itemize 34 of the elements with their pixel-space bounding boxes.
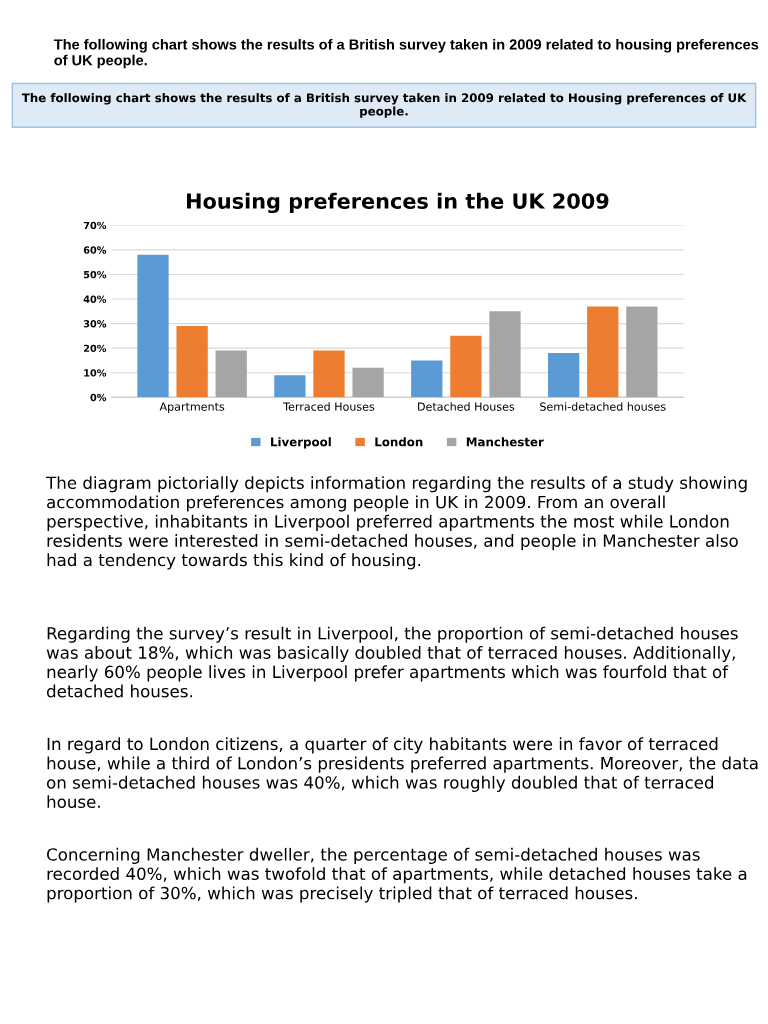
chart-title: Housing preferences in the UK 2009 xyxy=(187,192,609,214)
y-tick-label: 30% xyxy=(83,320,107,328)
legend-label: London xyxy=(375,437,423,447)
bar xyxy=(176,326,208,398)
legend-label: Liverpool xyxy=(271,437,331,449)
bar xyxy=(215,350,247,398)
x-tick-label: Detached Houses xyxy=(418,402,515,411)
text: The following chart shows the results of a British survey taken in 2009 related to housing preferences of UK people. xyxy=(53,38,759,69)
bar xyxy=(626,306,658,398)
x-tick-label: Terraced Houses xyxy=(283,402,375,411)
bar xyxy=(352,367,384,398)
legend-label: Manchester xyxy=(466,437,544,447)
text: The following chart shows the results of a British survey taken in 2009 related to Housing preferences of UK people. xyxy=(21,93,747,118)
bar xyxy=(587,306,619,398)
text: In regard to London citizens, a quarter of city habitants were in favor of terraced house, while a third of London’s presidents preferred apartments. Moreover, the data on semi-detached houses was 40%, which was roughly doubled that of terraced house. xyxy=(47,737,758,809)
bar xyxy=(313,350,345,398)
bar xyxy=(411,360,443,398)
bar xyxy=(274,375,306,398)
y-tick-label: 10% xyxy=(84,369,107,377)
bar xyxy=(548,353,580,398)
y-tick-label: 20% xyxy=(84,344,107,352)
y-tick-label: 50% xyxy=(83,270,107,279)
y-tick-label: 0% xyxy=(90,393,107,402)
bar xyxy=(450,335,482,398)
y-tick-label: 60% xyxy=(83,246,107,254)
y-tick-label: 70% xyxy=(83,221,107,230)
text: Regarding the survey’s result in Liverpool, the proportion of semi-detached houses was about 18%, which was basically doubled that of terraced houses. Additionally, nearly 60% people lives in Liverpool prefer apartments which was fourfold that of detached houses. xyxy=(46,626,738,698)
bar xyxy=(489,311,521,398)
text: The diagram pictorially depicts information regarding the results of a study showing accommodation preferences among people in UK in 2009. From an overall perspective, inhabitants in Liverpool preferred apartments the most while London residents were interested in semi-detached houses, and people in Manchester also had a tendency towards this kind of housing. xyxy=(46,476,747,570)
text: Concerning Manchester dweller, the percentage of semi-detached houses was recorded 40%, which was twofold that of apartments, while detached houses take a proportion of 30%, which was precisely tripled that of terraced houses. xyxy=(47,847,747,903)
x-tick-label: Apartments xyxy=(159,402,225,413)
bar xyxy=(137,254,169,398)
x-tick-label: Semi-detached houses xyxy=(540,402,666,411)
y-tick-label: 40% xyxy=(83,295,107,303)
